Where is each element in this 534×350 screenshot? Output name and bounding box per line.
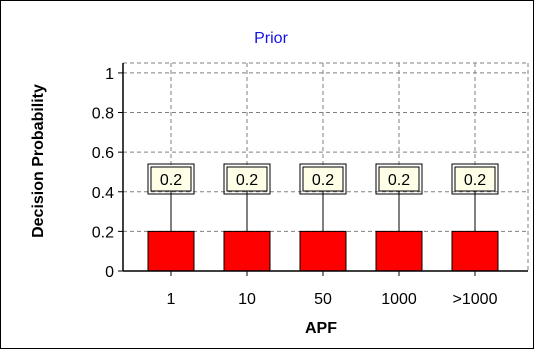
axis-layer: 0 0.2 0.4 0.6 0.8 1 1 10 50 1000 >1000 bbox=[92, 63, 528, 308]
y-tick-label: 0 bbox=[105, 264, 114, 281]
data-label: 0.2 bbox=[312, 172, 334, 189]
data-label-box bbox=[302, 166, 344, 192]
chart-title: Prior bbox=[254, 30, 288, 47]
bar-layer bbox=[147, 230, 499, 272]
bar bbox=[147, 230, 195, 272]
label-layer: 0.2 0.2 0.2 0.2 0.2 bbox=[147, 163, 499, 232]
x-tick-label: >1000 bbox=[453, 291, 498, 308]
data-label-box bbox=[454, 166, 496, 192]
data-label-outer-box bbox=[299, 163, 347, 195]
y-tick-label: 0.8 bbox=[92, 106, 114, 123]
bar bbox=[375, 230, 423, 272]
y-tick-label: 0.2 bbox=[92, 224, 114, 241]
y-axis-label: Decision Probability bbox=[30, 84, 47, 238]
x-axis-label: APF bbox=[305, 320, 337, 337]
data-label-outer-box bbox=[451, 163, 499, 195]
x-tick-label: 10 bbox=[238, 291, 256, 308]
data-label-box bbox=[378, 166, 420, 192]
data-label: 0.2 bbox=[236, 172, 258, 189]
data-label-box bbox=[226, 166, 268, 192]
data-label: 0.2 bbox=[388, 172, 410, 189]
data-label-outer-box bbox=[375, 163, 423, 195]
data-label: 0.2 bbox=[160, 172, 182, 189]
x-tick-label: 50 bbox=[314, 291, 332, 308]
y-tick-label: 0.4 bbox=[92, 185, 114, 202]
data-label-box bbox=[150, 166, 192, 192]
bar bbox=[451, 230, 499, 272]
data-label-outer-box bbox=[223, 163, 271, 195]
y-tick-label: 1 bbox=[105, 66, 114, 83]
x-tick-label: 1000 bbox=[381, 291, 417, 308]
data-label: 0.2 bbox=[464, 172, 486, 189]
bar bbox=[299, 230, 347, 272]
bar bbox=[223, 230, 271, 272]
data-label-outer-box bbox=[147, 163, 195, 195]
y-tick-label: 0.6 bbox=[92, 145, 114, 162]
x-tick-label: 1 bbox=[167, 291, 176, 308]
